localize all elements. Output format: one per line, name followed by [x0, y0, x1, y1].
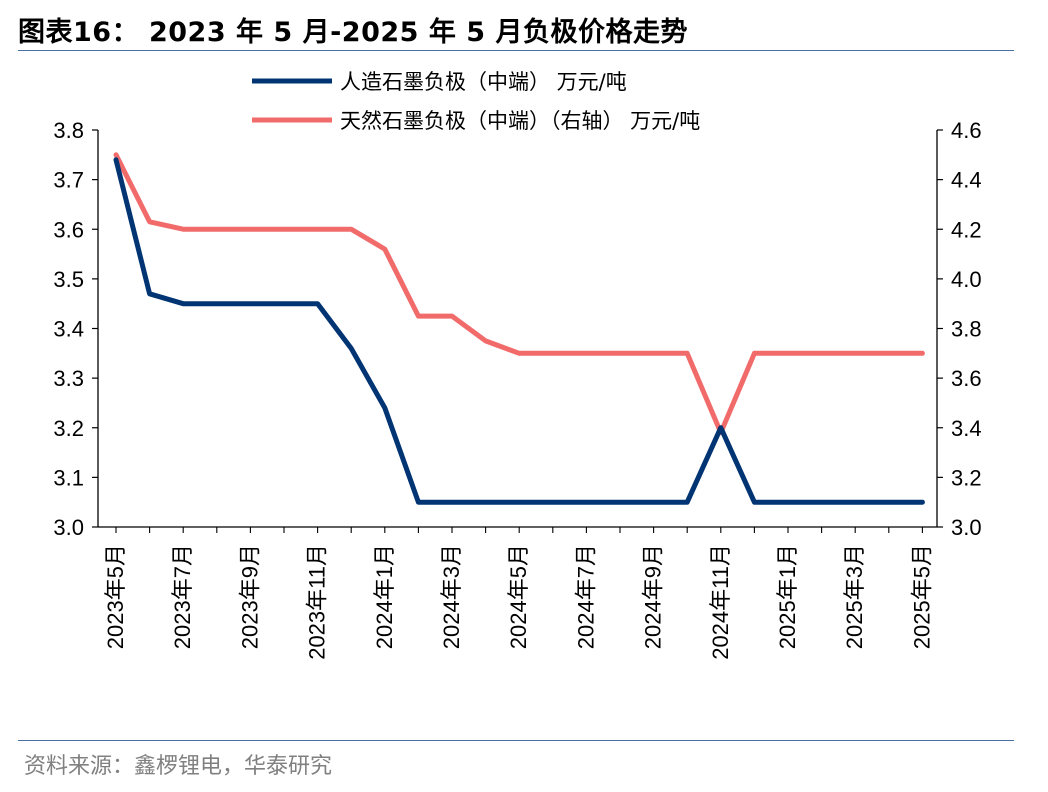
right-tick-label: 3.4	[951, 416, 982, 441]
left-tick-label: 3.6	[53, 217, 84, 242]
legend-label: 人造石墨负极（中端） 万元/吨	[340, 70, 627, 94]
x-tick-label: 2024年3月	[439, 544, 464, 649]
left-tick-label: 3.7	[53, 168, 84, 193]
left-tick-label: 3.0	[53, 515, 84, 540]
x-tick-label: 2024年5月	[506, 544, 531, 649]
left-tick-label: 3.5	[53, 267, 84, 292]
source-note: 资料来源：鑫椤锂电，华泰研究	[24, 754, 333, 779]
x-tick-label: 2024年1月	[372, 544, 397, 649]
right-tick-label: 3.6	[951, 366, 982, 391]
right-tick-label: 3.8	[951, 317, 982, 342]
axes: 3.0 3.1 3.2 3.3 3.4 3.5 3.6 3.7 3.8 3.0 3.2 3.4 3.6 3…	[53, 118, 981, 660]
right-tick-label: 4.4	[951, 168, 982, 193]
right-tick-label: 4.2	[951, 217, 982, 242]
right-tick-label: 4.6	[951, 118, 982, 143]
series-line-artificial-graphite	[113, 157, 925, 505]
line-chart: 3.0 3.1 3.2 3.3 3.4 3.5 3.6 3.7 3.8 3.0 3.2 3.4 3.6 3…	[53, 70, 981, 660]
x-tick-label: 2023年7月	[170, 544, 195, 649]
title-divider	[18, 50, 1014, 51]
legend-label: 天然石墨负极（中端）（右轴） 万元/吨	[340, 109, 700, 133]
series-line-natural-graphite	[113, 152, 925, 436]
left-tick-label: 3.4	[53, 317, 84, 342]
x-tick-label: 2024年7月	[573, 544, 598, 649]
x-tick-label: 2024年9月	[641, 544, 666, 649]
left-tick-label: 3.1	[53, 465, 84, 490]
x-tick-label: 2024年11月	[708, 544, 733, 660]
x-tick-label: 2023年5月	[103, 544, 128, 649]
x-tick-label: 2025年1月	[775, 544, 800, 649]
x-tick-label: 2025年3月	[842, 544, 867, 649]
left-tick-label: 3.2	[53, 416, 84, 441]
footer-divider	[18, 740, 1014, 741]
left-tick-label: 3.8	[53, 118, 84, 143]
x-tick-label: 2023年9月	[237, 544, 262, 649]
series-layer	[113, 152, 925, 505]
x-tick-label: 2023年11月	[305, 544, 330, 660]
x-tick-label: 2025年5月	[909, 544, 934, 649]
right-tick-label: 3.2	[951, 465, 982, 490]
left-tick-label: 3.3	[53, 366, 84, 391]
chart-title: 图表16： 2023 年 5 月-2025 年 5 月负极价格走势	[18, 17, 688, 48]
right-tick-label: 4.0	[951, 267, 982, 292]
right-tick-label: 3.0	[951, 515, 982, 540]
